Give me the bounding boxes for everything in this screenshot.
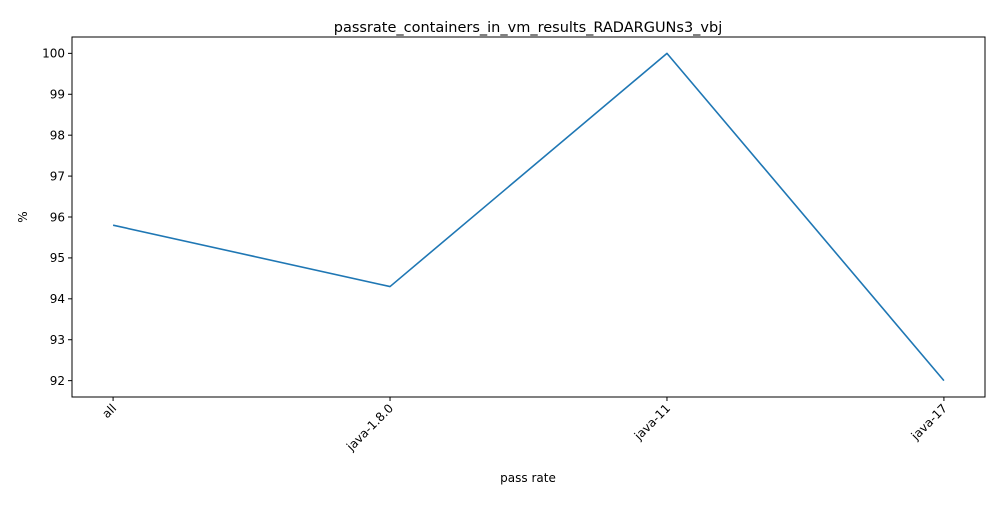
y-tick-label: 94 [50, 292, 65, 306]
chart-title: passrate_containers_in_vm_results_RADARG… [334, 20, 723, 36]
y-tick-label: 100 [42, 47, 65, 61]
y-axis-title: % [16, 211, 30, 222]
plot-frame [71, 36, 986, 398]
y-tick-label: 92 [50, 374, 65, 388]
y-axis: 92 93 94 95 96 97 98 99 100 [42, 47, 72, 388]
y-tick-label: 93 [50, 333, 65, 347]
x-tick-label: java-1.8.0 [343, 401, 396, 454]
series-layer [112, 52, 945, 382]
y-tick-label: 96 [50, 210, 65, 224]
x-tick-label: java-17 [908, 401, 950, 443]
x-axis: all java-1.8.0 java-11 java-17 [99, 397, 950, 454]
x-axis-title: pass rate [500, 471, 556, 485]
y-tick-label: 99 [50, 88, 65, 102]
y-tick-label: 97 [50, 169, 65, 183]
x-tick-label: java-11 [631, 401, 673, 443]
y-tick-label: 98 [50, 128, 65, 142]
x-tick-label: all [99, 401, 119, 421]
y-tick-label: 95 [50, 251, 65, 265]
series-line [112, 52, 945, 382]
